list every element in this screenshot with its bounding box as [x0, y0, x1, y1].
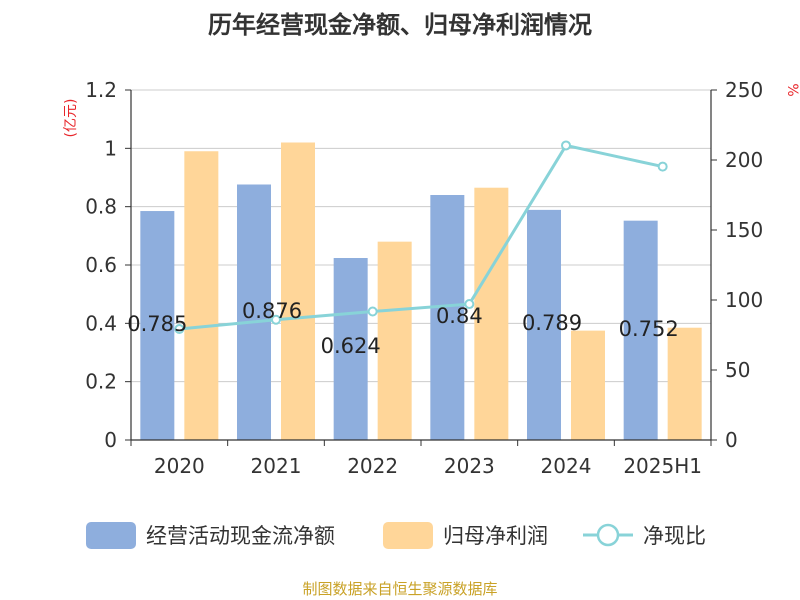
x-axis-tick-label: 2022 — [347, 454, 398, 478]
x-axis-tick-label: 2023 — [444, 454, 495, 478]
ratio-point — [464, 299, 475, 310]
bar-marks — [140, 142, 702, 440]
left-axis-tick-label: 0.6 — [85, 253, 117, 277]
data-label: 0.84 — [436, 304, 483, 328]
bar-cash-flow — [140, 211, 175, 440]
left-axis-tick-label: 0.4 — [85, 311, 117, 335]
right-axis-unit: % — [784, 83, 800, 96]
ratio-line — [174, 140, 668, 334]
left-axis-tick-label: 1 — [104, 136, 117, 160]
ratio-point — [174, 323, 185, 334]
left-axis-tick-label: 0.2 — [85, 370, 117, 394]
data-label: 0.785 — [127, 312, 187, 336]
x-axis-tick-label: 2024 — [541, 454, 592, 478]
bar-net-profit — [281, 142, 315, 440]
right-axis-tick-label: 50 — [725, 358, 750, 382]
ratio-point — [367, 306, 378, 317]
legend-label: 经营活动现金流净额 — [146, 524, 335, 548]
legend-label: 归母净利润 — [443, 524, 548, 548]
left-axis-unit: (亿元) — [63, 99, 79, 138]
ratio-point — [561, 140, 571, 151]
legend: 经营活动现金流净额 归母净利润 净现比 — [86, 522, 706, 549]
bar-cash-flow — [237, 184, 271, 440]
data-label: 0.789 — [522, 311, 582, 335]
ratio-line-path — [179, 143, 663, 331]
right-axis-tick-label: 250 — [725, 78, 763, 102]
right-axis-tick-label: 0 — [725, 428, 738, 452]
left-axis-tick-label: 1.2 — [85, 78, 117, 102]
bar-net-profit — [667, 327, 702, 440]
right-axis-tick-label: 200 — [725, 148, 763, 172]
x-axis-tick-label: 2021 — [251, 454, 302, 478]
legend-label: 净现比 — [643, 524, 706, 548]
right-axis-tick-label: 100 — [725, 288, 763, 312]
data-label: 0.752 — [619, 317, 679, 341]
data-label: 0.876 — [242, 299, 302, 323]
x-axis-tick-label: 2020 — [154, 454, 205, 478]
bar-net-profit — [377, 241, 412, 440]
left-axis-tick-label: 0.8 — [85, 195, 117, 219]
bar-net-profit — [474, 187, 509, 440]
x-axis-tick-label: 2025H1 — [623, 454, 702, 478]
axes: 0 0.2 0.4 0.6 0.8 1 1.2 0 50 100 150 200 250 2020 2021… — [85, 78, 763, 478]
data-labels: 0.785 0.876 0.624 0.84 0.789 0.752 — [127, 299, 678, 358]
ratio-point — [271, 314, 281, 325]
ratio-point — [657, 161, 668, 172]
bar-cash-flow — [527, 209, 561, 440]
bar-net-profit — [571, 330, 605, 440]
chart-title: 历年经营现金净额、归母净利润情况 — [208, 11, 592, 39]
left-axis-tick-label: 0 — [104, 428, 117, 452]
source-footer: 制图数据来自恒生聚源数据库 — [302, 580, 497, 598]
right-axis-tick-label: 150 — [725, 218, 763, 242]
legend-swatch — [86, 522, 136, 549]
legend-swatch — [596, 523, 620, 547]
bar-cash-flow — [430, 195, 465, 440]
bar-net-profit — [184, 151, 219, 440]
bar-cash-flow — [623, 220, 658, 440]
legend-swatch — [383, 522, 433, 549]
bar-cash-flow — [333, 258, 368, 440]
data-label: 0.624 — [321, 334, 381, 358]
